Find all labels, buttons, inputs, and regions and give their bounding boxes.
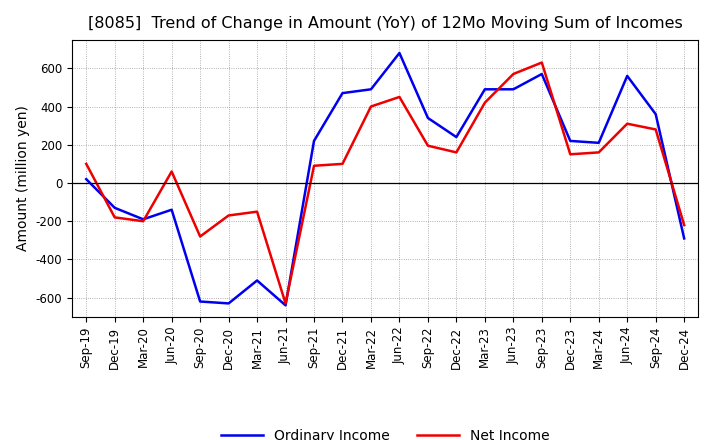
Ordinary Income [623, 73, 631, 79]
Ordinary Income [338, 91, 347, 96]
Ordinary Income [82, 176, 91, 182]
Net Income [253, 209, 261, 214]
Net Income [225, 213, 233, 218]
Net Income [110, 215, 119, 220]
Ordinary Income [282, 303, 290, 308]
Net Income [480, 100, 489, 105]
Net Income [537, 60, 546, 65]
Ordinary Income [652, 111, 660, 117]
Net Income [595, 150, 603, 155]
Ordinary Income [196, 299, 204, 304]
Net Income [366, 104, 375, 109]
Y-axis label: Amount (million yen): Amount (million yen) [16, 105, 30, 251]
Ordinary Income [310, 138, 318, 143]
Ordinary Income [595, 140, 603, 146]
Legend: Ordinary Income, Net Income: Ordinary Income, Net Income [221, 429, 549, 440]
Ordinary Income [395, 50, 404, 55]
Net Income [423, 143, 432, 148]
Ordinary Income [680, 236, 688, 241]
Ordinary Income [110, 205, 119, 210]
Ordinary Income [139, 216, 148, 222]
Line: Net Income: Net Income [86, 62, 684, 304]
Net Income [139, 219, 148, 224]
Net Income [196, 234, 204, 239]
Net Income [310, 163, 318, 169]
Title: [8085]  Trend of Change in Amount (YoY) of 12Mo Moving Sum of Incomes: [8085] Trend of Change in Amount (YoY) o… [88, 16, 683, 32]
Net Income [652, 127, 660, 132]
Ordinary Income [452, 135, 461, 140]
Net Income [623, 121, 631, 126]
Net Income [509, 71, 518, 77]
Ordinary Income [566, 138, 575, 143]
Ordinary Income [480, 87, 489, 92]
Net Income [167, 169, 176, 174]
Net Income [82, 161, 91, 166]
Ordinary Income [225, 301, 233, 306]
Line: Ordinary Income: Ordinary Income [86, 53, 684, 305]
Ordinary Income [253, 278, 261, 283]
Net Income [680, 222, 688, 227]
Net Income [452, 150, 461, 155]
Net Income [338, 161, 347, 166]
Ordinary Income [423, 115, 432, 121]
Net Income [395, 94, 404, 99]
Net Income [282, 301, 290, 306]
Ordinary Income [366, 87, 375, 92]
Ordinary Income [167, 207, 176, 213]
Ordinary Income [537, 71, 546, 77]
Ordinary Income [509, 87, 518, 92]
Net Income [566, 152, 575, 157]
